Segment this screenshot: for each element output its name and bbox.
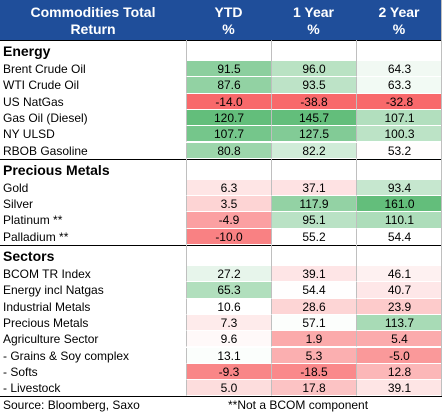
value-cell: 7.3 — [186, 314, 271, 332]
value-cell: 39.1 — [356, 380, 442, 397]
footer-divider — [0, 396, 442, 398]
cell-border — [356, 40, 357, 61]
header-title: Commodities Total Return — [30, 4, 156, 37]
cell-border — [356, 245, 357, 266]
row-label: Industrial Metals — [3, 299, 91, 314]
row-label: RBOB Gasoline — [3, 143, 88, 158]
value-cell: 113.7 — [356, 314, 442, 332]
value-cell: 87.6 — [186, 77, 271, 94]
value-cell: -18.5 — [271, 363, 356, 381]
value-cell: 10.6 — [186, 298, 271, 315]
section-title: Precious Metals — [3, 161, 110, 178]
footer-note: **Not a BCOM component — [228, 398, 369, 413]
value-cell: 107.7 — [186, 126, 271, 143]
value-cell: 64.3 — [356, 61, 442, 78]
section-divider — [0, 40, 442, 41]
value-cell: -10.0 — [186, 228, 271, 245]
row-label: Brent Crude Oil — [3, 62, 86, 76]
value-cell: -38.8 — [271, 93, 356, 110]
value-cell: 37.1 — [271, 179, 356, 197]
section-title: Sectors — [3, 248, 55, 264]
value-cell: 40.7 — [356, 282, 442, 299]
row-label: NY ULSD — [3, 127, 55, 142]
value-cell: 107.1 — [356, 109, 442, 127]
value-cell: 65.3 — [186, 282, 271, 299]
column-header: 1 Year — [292, 4, 334, 20]
row-label: Precious Metals — [3, 315, 89, 330]
value-cell: 100.3 — [356, 126, 442, 143]
column-header: YTD — [214, 4, 243, 20]
value-cell: 80.8 — [186, 142, 271, 159]
row-label: Gas Oil (Diesel) — [3, 110, 88, 125]
value-cell: 55.2 — [271, 228, 356, 245]
cell-border — [271, 40, 272, 61]
value-cell: 12.8 — [356, 363, 442, 381]
column-header: % — [307, 21, 320, 37]
value-cell: 117.9 — [271, 196, 356, 213]
value-cell: 145.7 — [271, 109, 356, 127]
value-cell: 53.2 — [356, 142, 442, 159]
row-label: Gold — [3, 180, 29, 195]
value-cell: 161.0 — [356, 196, 442, 213]
value-cell: 57.1 — [271, 314, 356, 332]
header-bg — [0, 0, 442, 40]
value-cell: 27.2 — [186, 266, 271, 283]
section-divider — [0, 158, 442, 160]
row-label: - Softs — [3, 364, 38, 379]
section-title: Energy — [3, 43, 51, 59]
value-cell: 17.8 — [271, 380, 356, 397]
value-cell: 6.3 — [186, 179, 271, 197]
value-cell: -14.0 — [186, 93, 271, 110]
value-cell: 9.6 — [186, 331, 271, 348]
row-label: Platinum ** — [3, 213, 63, 228]
value-cell: 39.1 — [271, 266, 356, 283]
value-cell: 28.6 — [271, 298, 356, 315]
column-header: % — [392, 21, 406, 37]
value-cell: -4.9 — [186, 212, 271, 229]
value-cell: -5.0 — [356, 347, 442, 364]
value-cell: 54.4 — [271, 282, 356, 299]
cell-border — [186, 245, 187, 266]
row-label: Palladium ** — [3, 229, 69, 244]
value-cell: 5.3 — [271, 347, 356, 364]
cell-border — [186, 158, 187, 180]
value-cell: 91.5 — [186, 61, 271, 78]
value-cell: 93.5 — [271, 77, 356, 94]
value-cell: 96.0 — [271, 61, 356, 78]
value-cell: 110.1 — [356, 212, 442, 229]
row-label: Energy incl Natgas — [3, 283, 104, 298]
row-label: Agriculture Sector — [3, 332, 99, 347]
cell-border — [271, 245, 272, 266]
value-cell: 5.4 — [356, 331, 442, 348]
value-cell: 93.4 — [356, 179, 442, 197]
footer-source: Source: Bloomberg, Saxo — [3, 398, 140, 413]
row-label: US NatGas — [3, 94, 64, 109]
cell-border — [186, 40, 187, 61]
value-cell: -32.8 — [356, 93, 442, 110]
value-cell: 82.2 — [271, 142, 356, 159]
row-label: WTI Crude Oil — [3, 78, 80, 93]
value-cell: 120.7 — [186, 109, 271, 127]
column-header: 2 Year — [378, 4, 420, 20]
value-cell: 54.4 — [356, 228, 442, 245]
value-cell: 5.0 — [186, 380, 271, 397]
value-cell: -9.3 — [186, 363, 271, 381]
cell-border — [271, 158, 272, 180]
column-header: % — [222, 21, 235, 37]
value-cell: 46.1 — [356, 266, 442, 283]
value-cell: 3.5 — [186, 196, 271, 213]
row-label: - Livestock — [3, 381, 61, 396]
cell-border — [356, 158, 357, 180]
row-label: Silver — [3, 197, 34, 212]
value-cell: 23.9 — [356, 298, 442, 315]
value-cell: 127.5 — [271, 126, 356, 143]
value-cell: 1.9 — [271, 331, 356, 348]
value-cell: 63.3 — [356, 77, 442, 94]
section-divider — [0, 245, 442, 246]
row-label: BCOM TR Index — [3, 267, 91, 281]
row-label: - Grains & Soy complex — [3, 348, 130, 363]
value-cell: 95.1 — [271, 212, 356, 229]
value-cell: 13.1 — [186, 347, 271, 364]
